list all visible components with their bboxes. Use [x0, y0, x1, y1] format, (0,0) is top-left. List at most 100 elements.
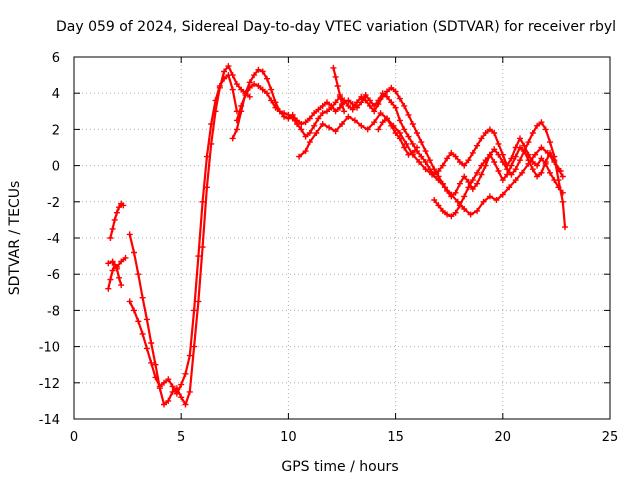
grid	[74, 57, 610, 419]
data-point	[512, 166, 519, 173]
data-point	[116, 274, 122, 281]
data-point	[555, 177, 562, 184]
data-point	[334, 83, 341, 89]
data-point	[486, 193, 493, 200]
data-point	[538, 155, 545, 162]
x-tick-label: 0	[70, 430, 78, 445]
data-point	[418, 153, 425, 160]
data-point	[495, 140, 502, 147]
data-point	[148, 340, 155, 346]
data-point	[229, 86, 236, 93]
data-point	[401, 102, 408, 109]
data-point	[281, 110, 288, 117]
data-point	[364, 126, 371, 133]
y-tick-label: 6	[52, 51, 60, 66]
data-point	[388, 99, 395, 106]
data-point	[521, 148, 528, 155]
data-point	[542, 126, 549, 133]
data-point	[173, 390, 180, 397]
axes: 0 5 10 15 20 25 -14 -12 -10 -8 -6 -4 -2 0 2 4 6	[39, 51, 619, 445]
data-point	[165, 376, 172, 383]
data-point	[454, 198, 461, 205]
data-point	[426, 157, 433, 164]
data-point	[332, 73, 339, 80]
data-point	[272, 104, 279, 111]
data-point	[422, 148, 429, 155]
data-point	[208, 121, 215, 127]
data-point	[538, 144, 545, 151]
data-point	[251, 81, 258, 88]
data-point	[358, 122, 365, 129]
x-tick-label: 20	[495, 430, 512, 445]
series-layer	[105, 63, 568, 408]
data-point	[126, 298, 133, 305]
plot-frame	[73, 56, 611, 420]
data-point	[302, 148, 309, 155]
data-point	[414, 144, 420, 151]
data-point	[264, 75, 270, 82]
data-point	[405, 111, 412, 118]
y-tick-label: -6	[47, 268, 60, 283]
data-point	[379, 119, 386, 126]
data-point	[401, 126, 408, 133]
data-point	[482, 157, 489, 164]
data-point	[452, 189, 459, 196]
data-point	[534, 122, 541, 129]
data-point	[362, 97, 369, 104]
data-point	[538, 119, 545, 126]
data-point	[371, 119, 378, 126]
data-point	[330, 64, 337, 71]
data-point	[495, 168, 502, 174]
data-point	[534, 162, 541, 169]
data-point	[384, 115, 390, 122]
data-point	[362, 92, 369, 98]
data-point	[491, 159, 498, 165]
data-point	[461, 193, 468, 200]
data-point	[538, 169, 545, 176]
data-point	[221, 75, 228, 82]
data-point	[456, 159, 463, 165]
data-point	[306, 115, 313, 122]
data-point	[285, 111, 292, 118]
data-point	[336, 92, 343, 98]
data-point	[409, 140, 416, 147]
data-point	[203, 153, 210, 160]
data-point	[429, 171, 435, 178]
data-point	[139, 330, 146, 337]
data-point	[161, 401, 167, 408]
data-point	[122, 254, 129, 261]
y-tick-label: -12	[39, 377, 60, 392]
data-point	[495, 151, 502, 158]
data-point	[534, 173, 541, 180]
data-point	[345, 102, 352, 109]
y-tick-label: -4	[47, 232, 60, 247]
data-point	[276, 108, 283, 115]
data-point	[126, 231, 133, 238]
data-point	[401, 144, 408, 151]
data-point	[444, 211, 451, 218]
data-point	[341, 108, 348, 115]
data-point	[268, 97, 275, 104]
data-point	[302, 119, 309, 126]
data-point	[351, 117, 358, 124]
data-point	[409, 121, 416, 127]
data-point	[264, 90, 270, 97]
data-point	[345, 113, 352, 120]
data-point	[392, 88, 399, 95]
x-tick-label: 25	[602, 430, 619, 445]
data-point	[255, 66, 262, 73]
data-point	[388, 122, 395, 129]
x-tick-label: 15	[387, 430, 404, 445]
x-tick-label: 5	[177, 430, 185, 445]
data-point	[499, 177, 506, 184]
data-point	[456, 180, 463, 187]
data-point	[405, 133, 412, 140]
data-point	[319, 102, 326, 109]
data-point	[216, 83, 223, 89]
data-point	[238, 102, 245, 109]
data-point	[225, 63, 232, 70]
data-point	[435, 177, 442, 184]
data-point	[392, 130, 399, 136]
series-trace-k	[377, 117, 419, 156]
data-point	[452, 209, 459, 216]
